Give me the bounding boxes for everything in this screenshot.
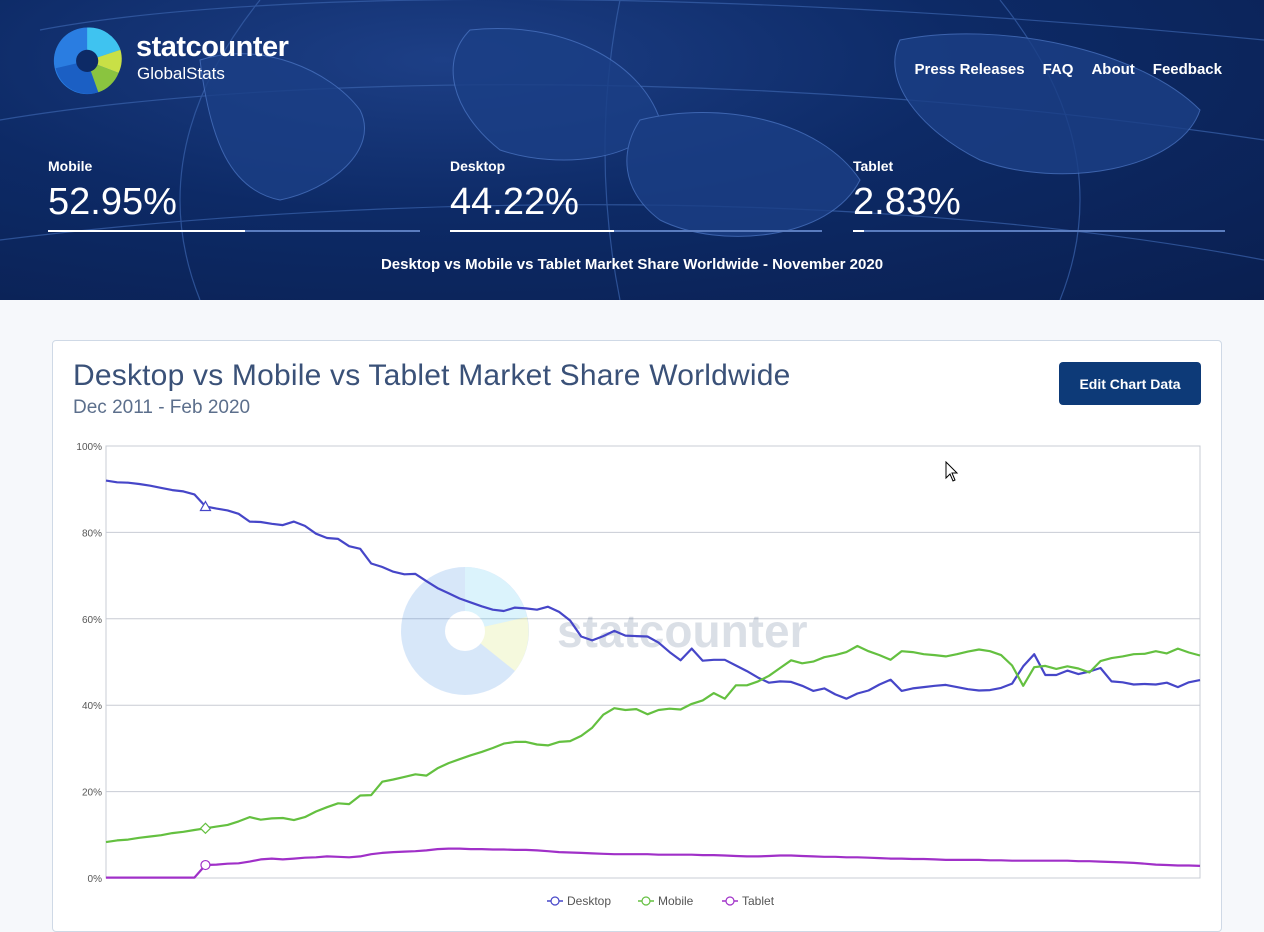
line-chart[interactable]: 0% 20% 40% 60% 80% 100% statcounter Desktop Mobi… [53,436,1219,916]
headline: Desktop vs Mobile vs Tablet Market Share… [380,256,884,273]
edit-chart-data-button[interactable]: Edit Chart Data [1059,362,1201,405]
stat-tablet-value: 2.83% [853,181,961,223]
legend-label-desktop[interactable]: Desktop [567,894,611,908]
y-tick-label: 100% [76,442,102,453]
stat-tablet-track [853,230,1225,232]
legend-label-mobile[interactable]: Mobile [658,894,694,908]
legend-marker-tablet [725,896,735,906]
series-line-tablet [106,847,1201,879]
nav-press-releases[interactable]: Press Releases [914,61,1025,78]
statcounter-logo[interactable]: statcounter GlobalStats [52,20,302,100]
stat-tablet-bar [853,230,864,232]
plot-area [105,445,1201,879]
y-tick-label: 20% [82,788,102,799]
watermark: statcounter [401,567,808,695]
stat-mobile-bar [48,230,245,232]
tablet-marker [200,859,211,871]
stat-desktop: Desktop 44.22% [450,158,822,232]
legend-label-tablet[interactable]: Tablet [742,894,775,908]
mobile-marker [199,822,212,835]
top-nav: Press Releases FAQ About Feedback [915,61,1222,78]
chart-date-range: Dec 2011 - Feb 2020 [73,397,251,418]
mouse-cursor-icon [945,461,959,482]
y-tick-label: 40% [82,701,102,712]
stat-tablet: Tablet 2.83% [853,158,1225,232]
legend-marker-desktop [550,896,560,906]
brand-subtitle: GlobalStats [137,64,225,83]
series-line-mobile [105,644,1201,844]
y-tick-label: 80% [82,528,102,539]
stat-desktop-label: Desktop [450,158,506,174]
desktop-marker [199,500,212,512]
y-tick-label: 0% [88,874,103,885]
world-map-background [0,0,1264,300]
stat-desktop-track [450,230,822,232]
watermark-text: statcounter [557,605,808,657]
nav-faq[interactable]: FAQ [1042,61,1074,78]
site-header: statcounter GlobalStats Press Releases F… [0,0,1264,300]
stat-tablet-label: Tablet [853,158,894,174]
stat-mobile: Mobile 52.95% [48,158,420,232]
stat-mobile-value: 52.95% [48,181,177,223]
statcounter-logo-icon [53,27,122,95]
brand-name: statcounter [136,31,289,63]
chart-card: Desktop vs Mobile vs Tablet Market Share… [52,340,1222,932]
chart-title: Desktop vs Mobile vs Tablet Market Share… [73,359,791,392]
legend-marker-mobile [641,896,651,906]
y-tick-label: 60% [82,615,102,626]
nav-feedback[interactable]: Feedback [1152,61,1222,78]
stat-desktop-bar [450,230,615,232]
stat-mobile-label: Mobile [48,158,93,174]
stat-desktop-value: 44.22% [450,181,579,223]
nav-about[interactable]: About [1091,61,1135,78]
